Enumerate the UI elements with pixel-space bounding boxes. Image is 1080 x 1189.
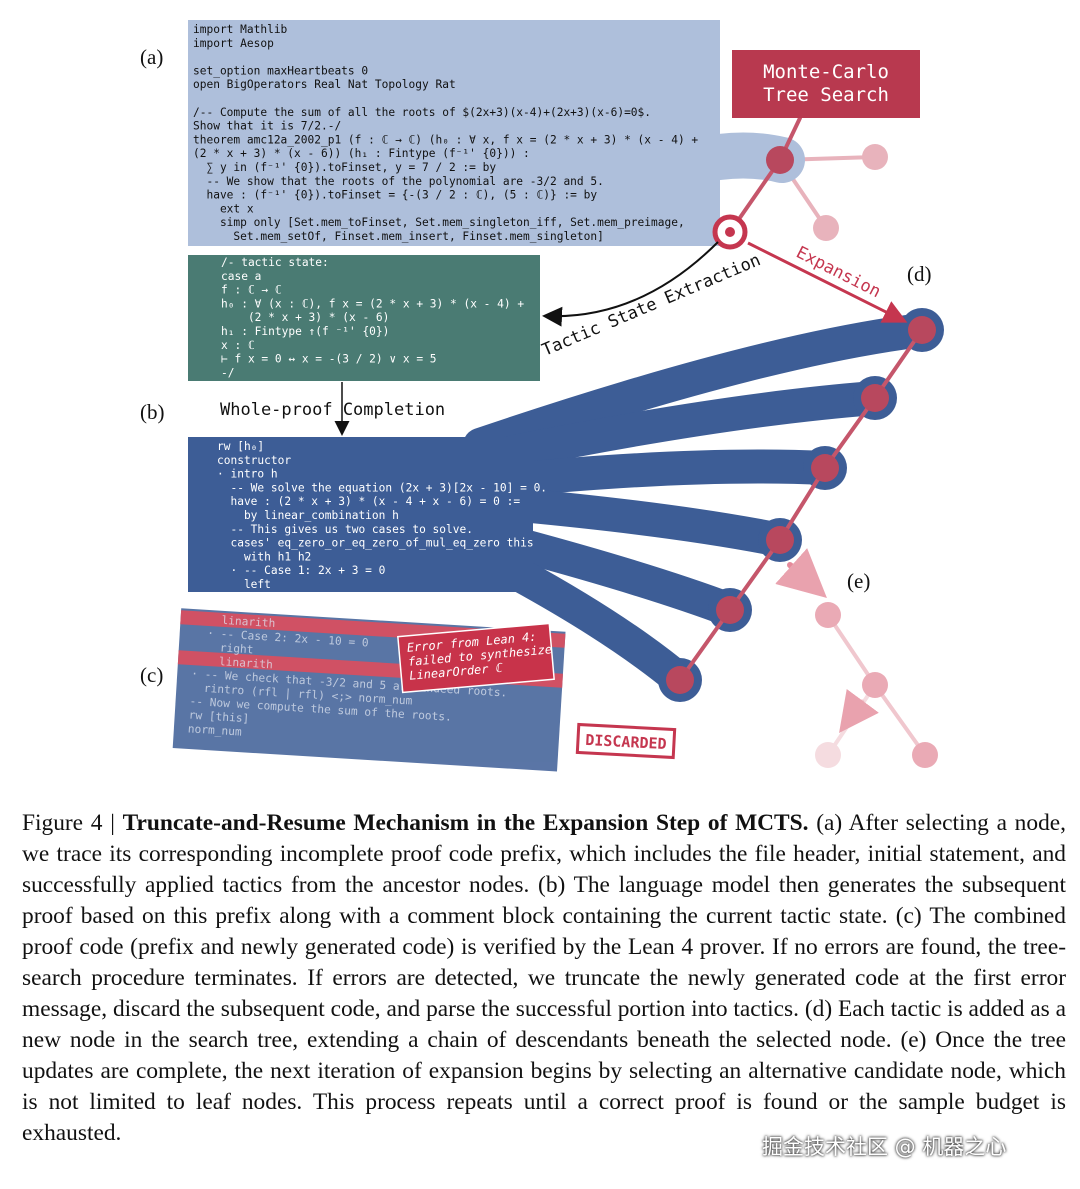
discarded-label: DISCARDED bbox=[585, 731, 667, 753]
code-line: /-- Compute the sum of all the roots of … bbox=[193, 106, 651, 119]
discarded-stamp: DISCARDED bbox=[575, 722, 677, 760]
code-line: left bbox=[217, 578, 271, 591]
completion-label: Whole-proof Completion bbox=[220, 400, 445, 420]
code-line: right bbox=[193, 640, 254, 657]
code-line: -- We solve the equation (2x + 3)[2x - 1… bbox=[217, 481, 547, 494]
code-line: simp only [Set.mem_toFinset, Set.mem_sin… bbox=[193, 216, 685, 229]
code-line: by linear_combination h bbox=[217, 509, 399, 522]
panel-label: (b) bbox=[140, 400, 165, 424]
code-line: · intro h bbox=[217, 468, 278, 481]
code-line: ⊢ f x = 0 ↔ x = -(3 / 2) ∨ x = 5 bbox=[221, 353, 437, 366]
panel-label: (a) bbox=[140, 45, 163, 69]
code-line: open BigOperators Real Nat Topology Rat bbox=[193, 78, 456, 91]
code-line: · -- Case 1: 2x + 3 = 0 bbox=[217, 564, 386, 577]
extraction-label: Tactic State Extraction bbox=[539, 250, 764, 360]
code-box-b bbox=[188, 437, 533, 592]
code-line: -- This gives us two cases to solve. bbox=[217, 523, 473, 536]
figure: linarith · -- Case 2: 2x - 10 = 0 right … bbox=[140, 20, 944, 772]
mcts-label: Monte-Carlo bbox=[763, 61, 889, 83]
code-line: theorem amc12a_2002_p1 (f : ℂ → ℂ) (h₀ :… bbox=[193, 133, 698, 146]
code-line: cases' eq_zero_or_eq_zero_of_mul_eq_zero… bbox=[217, 537, 534, 550]
tactic-state-box bbox=[188, 255, 540, 381]
caption-label: Figure 4 | bbox=[22, 810, 115, 836]
watermark: 掘金技术社区 @ 机器之心 bbox=[762, 1135, 1007, 1159]
extraction-arrow bbox=[542, 241, 719, 327]
code-line: x : ℂ bbox=[221, 339, 255, 352]
code-line: h₀ : ∀ (x : ℂ), f x = (2 * x + 3) * (x -… bbox=[221, 297, 524, 310]
mcts-box bbox=[732, 50, 920, 118]
code-line: (2 * x + 3) * (x - 6) bbox=[221, 311, 389, 324]
error-box: Error from Lean 4:failed to synthesizeLi… bbox=[397, 622, 555, 694]
code-line: norm_num bbox=[188, 722, 243, 738]
mcts-label: Tree Search bbox=[763, 84, 889, 106]
code-box-a bbox=[188, 20, 720, 246]
code-line: ext x bbox=[193, 202, 254, 215]
code-line: Show that it is 7/2.-/ bbox=[193, 120, 341, 133]
code-line: linarith bbox=[192, 653, 273, 671]
panel-label: (c) bbox=[140, 663, 163, 687]
code-line: /- tactic state: bbox=[221, 256, 329, 269]
code-line: ∑ y in (f⁻¹' {0}).toFinset, y = 7 / 2 :=… bbox=[193, 161, 496, 174]
code-line: import Aesop bbox=[193, 37, 274, 50]
code-line: -- We show that the roots of the polynom… bbox=[193, 175, 604, 188]
expansion-arrow bbox=[747, 241, 908, 323]
code-line: -/ bbox=[221, 366, 234, 379]
code-line: Set.mem_setOf, Finset.mem_insert, Finset… bbox=[193, 230, 604, 243]
code-line: import Mathlib bbox=[193, 23, 288, 36]
code-line: case a bbox=[221, 270, 261, 283]
code-line: f : ℂ → ℂ bbox=[221, 284, 282, 297]
panel-label: (e) bbox=[847, 569, 870, 593]
caption-title: Truncate-and-Resume Mechanism in the Exp… bbox=[122, 810, 809, 836]
code-line: h₁ : Fintype ↑(f ⁻¹' {0}) bbox=[221, 325, 389, 338]
caption-body: (a) After selecting a node, we trace its… bbox=[22, 810, 1066, 1146]
code-line: rw [h₀] bbox=[217, 440, 264, 453]
code-line: have : (f⁻¹' {0}).toFinset = {-(3 / 2 : … bbox=[193, 189, 597, 202]
caption: Figure 4 | Truncate-and-Resume Mechanism… bbox=[22, 808, 1066, 1149]
code-line: have : (2 * x + 3) * (x - 4 + x - 6) = 0… bbox=[217, 495, 520, 508]
code-line: constructor bbox=[217, 454, 291, 467]
code-line: with h1 h2 bbox=[217, 550, 311, 563]
code-line: linarith bbox=[194, 612, 275, 630]
panel-label: (d) bbox=[907, 262, 932, 286]
code-line: (2 * x + 3) * (x - 6)) (h₁ : Fintype (f⁻… bbox=[193, 147, 530, 160]
tree-chain bbox=[666, 116, 936, 694]
code-line: rw [this] bbox=[188, 709, 249, 726]
code-line: set_option maxHeartbeats 0 bbox=[193, 64, 368, 77]
tree-background bbox=[775, 144, 938, 768]
